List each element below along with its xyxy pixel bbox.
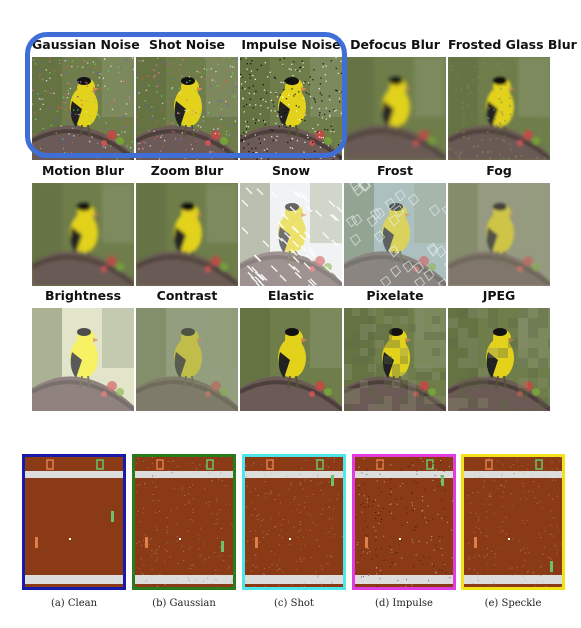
- bird-photo: [240, 183, 342, 286]
- corruption-label: Frost: [377, 163, 413, 178]
- corruption-label: Pixelate: [366, 288, 424, 303]
- bird-photo: [344, 57, 446, 160]
- corruption-label: Zoom Blur: [150, 163, 224, 178]
- corruption-label: Defocus Blur: [350, 37, 440, 52]
- corruption-label: JPEG: [482, 288, 516, 303]
- pong-panel: [352, 454, 456, 590]
- pong-caption: (b) Gaussian: [152, 598, 216, 609]
- corruption-grid: Gaussian Noise Shot Noise Impulse Noise Def…: [32, 37, 577, 411]
- bird-photo: [136, 57, 238, 160]
- bird-photo: [32, 183, 134, 286]
- bird-photo: [448, 183, 550, 286]
- bird-photo: [240, 57, 342, 160]
- corruption-label: Shot Noise: [148, 37, 226, 52]
- corruption-label: Contrast: [156, 288, 218, 303]
- bird-photo: [136, 308, 238, 411]
- corruption-label: Impulse Noise: [241, 37, 341, 52]
- corruption-label: Motion Blur: [41, 163, 124, 178]
- bird-photo: [32, 308, 134, 411]
- corruption-label: Snow: [271, 163, 311, 178]
- pong-caption: (e) Speckle: [484, 598, 542, 609]
- corruption-label: Frosted Glass Blur: [448, 37, 577, 52]
- bird-photo: [344, 183, 446, 286]
- pong-panel: [22, 454, 126, 590]
- bird-photo: [344, 308, 446, 411]
- corruption-label: Brightness: [44, 288, 122, 303]
- pong-panel: [242, 454, 346, 590]
- bird-photo: [136, 183, 238, 286]
- bird-photo: [448, 308, 550, 411]
- bird-photo: [32, 57, 134, 160]
- bird-photo: [448, 57, 550, 160]
- pong-panel: [132, 454, 236, 590]
- pong-caption: (c) Shot: [274, 598, 314, 609]
- bird-photo: [240, 308, 342, 411]
- corruption-label: Fog: [486, 163, 512, 178]
- pong-panel: [461, 454, 565, 590]
- corruption-label: Gaussian Noise: [32, 37, 140, 52]
- pong-caption: (d) Impulse: [375, 598, 433, 609]
- corruption-label: Elastic: [267, 288, 315, 303]
- noise-highlight-box: [25, 32, 347, 158]
- pong-caption: (a) Clean: [50, 598, 98, 609]
